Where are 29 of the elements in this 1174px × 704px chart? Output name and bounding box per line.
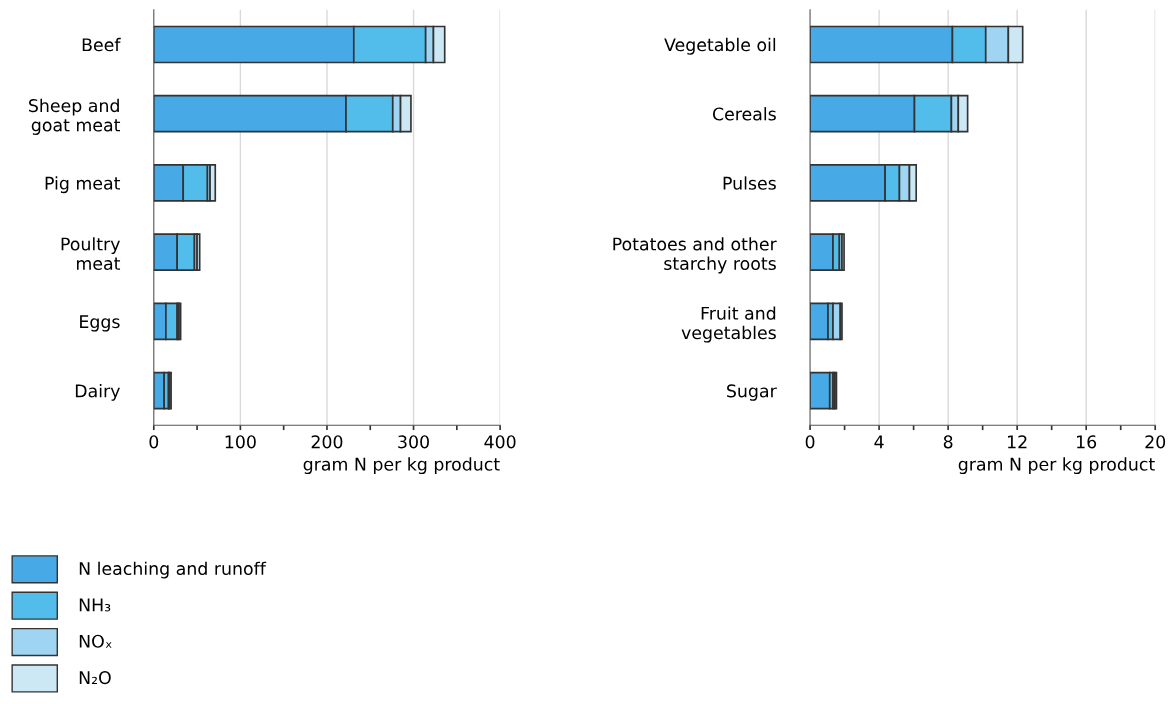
- y-tick-label: Eggs: [80, 315, 120, 332]
- y-tick-label: Poultry meat: [61, 237, 121, 271]
- legend-label: NOₓ: [79, 634, 112, 648]
- y-tick-label: Dairy: [75, 384, 120, 401]
- x-tick-label: 400: [484, 435, 516, 449]
- x-tick-label: 100: [225, 435, 256, 449]
- y-tick-label: Fruit and vegetables: [681, 306, 776, 343]
- legend-label: N leaching and runoff: [79, 561, 267, 579]
- y-tick-label: Sheep and goat meat: [29, 98, 121, 135]
- x-tick-label: 200: [311, 435, 343, 449]
- x-tick-label: 20: [1145, 435, 1166, 449]
- x-axis-title: gram N per kg product: [958, 457, 1155, 475]
- x-tick-label: 4: [874, 435, 884, 449]
- y-tick-label: Vegetable oil: [664, 37, 776, 55]
- y-tick-label: Beef: [82, 37, 121, 52]
- x-tick-label: 16: [1077, 435, 1097, 449]
- y-tick-label: Cereals: [712, 107, 776, 121]
- y-tick-label: Pulses: [723, 176, 776, 190]
- x-tick-label: 12: [1008, 435, 1027, 449]
- legend-label: N₂O: [79, 671, 111, 685]
- y-tick-label: Sugar: [727, 384, 777, 401]
- x-tick-label: 300: [398, 435, 429, 449]
- legend-label: NH₃: [79, 598, 111, 612]
- x-axis-title: gram N per kg product: [303, 457, 500, 475]
- x-tick-label: 8: [943, 435, 953, 449]
- x-tick-label: 0: [805, 435, 815, 449]
- y-tick-label: Pig meat: [45, 176, 121, 194]
- x-tick-label: 0: [149, 435, 159, 449]
- y-tick-label: Potatoes and other starchy roots: [613, 237, 777, 274]
